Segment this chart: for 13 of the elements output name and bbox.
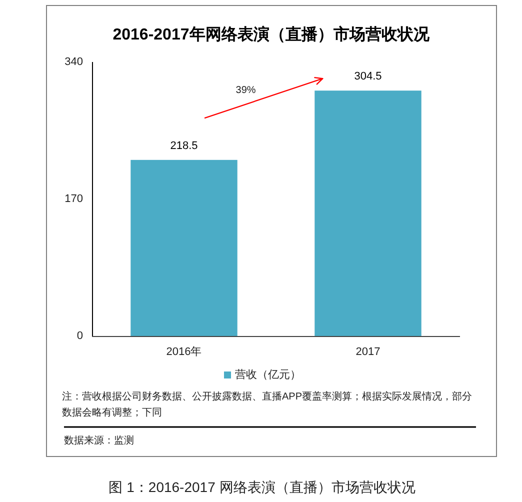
source-note: 数据来源：监测 xyxy=(64,434,134,446)
caption: 图 1：2016-2017 网络表演（直播）市场营收状况 xyxy=(108,479,416,495)
y-tick-label: 340 xyxy=(64,56,83,68)
y-tick-label: 0 xyxy=(76,330,83,342)
y-tick-label: 170 xyxy=(64,193,83,205)
data-label: 218.5 xyxy=(170,140,198,152)
annotation: 39% xyxy=(236,84,256,96)
x-tick-label: 2016年 xyxy=(166,346,202,358)
x-tick-label: 2017 xyxy=(356,346,380,358)
chart-title: 2016-2017年网络表演（直播）市场营收状况 xyxy=(112,26,430,44)
data-label: 304.5 xyxy=(354,70,382,83)
legend-label: 营收（亿元） xyxy=(235,368,301,381)
text: 注：营收根据公司财务数据、公开披露数据、直播APP覆盖率测算；根据实际发展情况，部分数据会略有调整；下同 xyxy=(62,390,472,418)
